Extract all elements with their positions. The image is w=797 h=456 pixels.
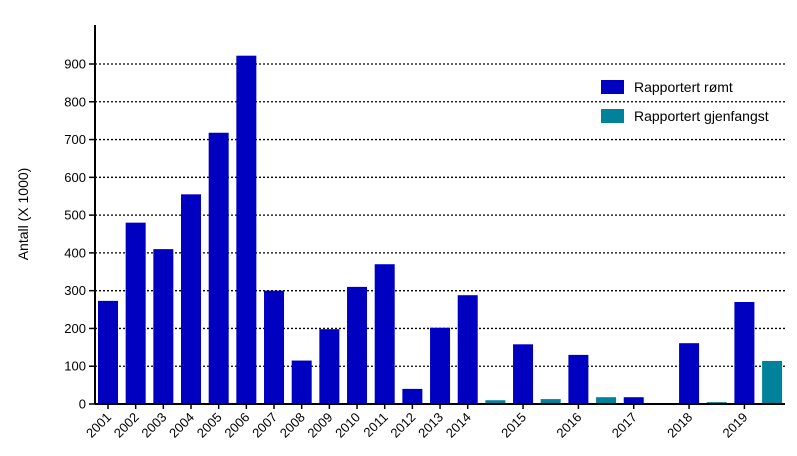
- bar-romt-2009: [319, 329, 340, 404]
- y-tick-label: 900: [64, 57, 86, 72]
- bar-gjenfangst-2020: [762, 360, 783, 404]
- x-tick-label: 2005: [194, 410, 225, 441]
- bar-gjenfangst-2015: [485, 400, 506, 404]
- y-tick-label: 600: [64, 170, 86, 185]
- bar-romt-2014: [457, 295, 478, 404]
- x-tick-label: 2007: [249, 410, 280, 441]
- y-tick-label: 100: [64, 359, 86, 374]
- bar-gjenfangst-2016: [540, 399, 561, 404]
- bar-romt-2016: [568, 354, 589, 404]
- bar-romt-2005: [208, 132, 229, 404]
- bar-romt-2008: [291, 360, 312, 404]
- bar-romt-2010: [347, 286, 368, 404]
- bar-romt-2006: [236, 55, 257, 404]
- bar-romt-2015: [513, 344, 534, 404]
- bar-romt-2019: [734, 302, 755, 404]
- y-tick-label: 800: [64, 94, 86, 109]
- x-tick-label: 2010: [332, 410, 363, 441]
- bar-romt-2001: [98, 300, 118, 404]
- y-tick-label: 400: [64, 245, 86, 260]
- x-tick-label: 2013: [415, 410, 446, 441]
- x-tick-label: 2014: [443, 410, 474, 441]
- x-tick-label: 2002: [111, 410, 142, 441]
- x-tick-label: 2012: [387, 410, 418, 441]
- y-tick-label: 300: [64, 283, 86, 298]
- legend-label: Rapportert gjenfangst: [634, 108, 769, 124]
- legend: Rapportert rømt Rapportert gjenfangst: [601, 79, 769, 124]
- bar-romt-2017: [623, 397, 644, 404]
- legend-label: Rapportert rømt: [634, 79, 733, 95]
- x-tick-label: 2008: [277, 410, 308, 441]
- x-tick-label: 2017: [609, 410, 640, 441]
- y-tick-label: 200: [64, 321, 86, 336]
- bar-romt-2013: [430, 327, 451, 404]
- y-tick-label: 500: [64, 208, 86, 223]
- y-axis-title: Antall (X 1000): [15, 168, 31, 261]
- bar-romt-2018: [679, 343, 700, 404]
- x-tick-label: 2011: [360, 410, 390, 440]
- x-tick-label: 2019: [719, 410, 750, 441]
- bar-gjenfangst-2017: [596, 397, 617, 404]
- y-tick-label: 0: [79, 397, 86, 412]
- y-tick-label: 700: [64, 132, 86, 147]
- bar-romt-2002: [125, 222, 146, 404]
- x-tick-label: 2004: [166, 410, 197, 441]
- x-tick-label: 2001: [83, 410, 114, 441]
- bar-romt-2004: [181, 194, 202, 404]
- legend-swatch: [601, 109, 624, 123]
- x-tick-label: 2015: [498, 410, 529, 441]
- x-tick-label: 2018: [664, 410, 695, 441]
- x-tick-label: 2016: [553, 410, 584, 441]
- x-tick-label: 2003: [138, 410, 169, 441]
- y-ticks: 0 100 200 300 400 500 600 700 800 900: [64, 57, 95, 412]
- bar-romt-2012: [402, 388, 423, 404]
- legend-swatch: [601, 80, 624, 94]
- x-ticks: 2001200220032004200520062007200820092010…: [83, 404, 751, 441]
- bar-romt-2007: [264, 290, 285, 404]
- bar-romt-2003: [153, 249, 174, 404]
- bar-romt-2011: [374, 264, 395, 404]
- x-tick-label: 2006: [221, 410, 252, 441]
- x-tick-label: 2009: [304, 410, 335, 441]
- bars: [98, 55, 783, 404]
